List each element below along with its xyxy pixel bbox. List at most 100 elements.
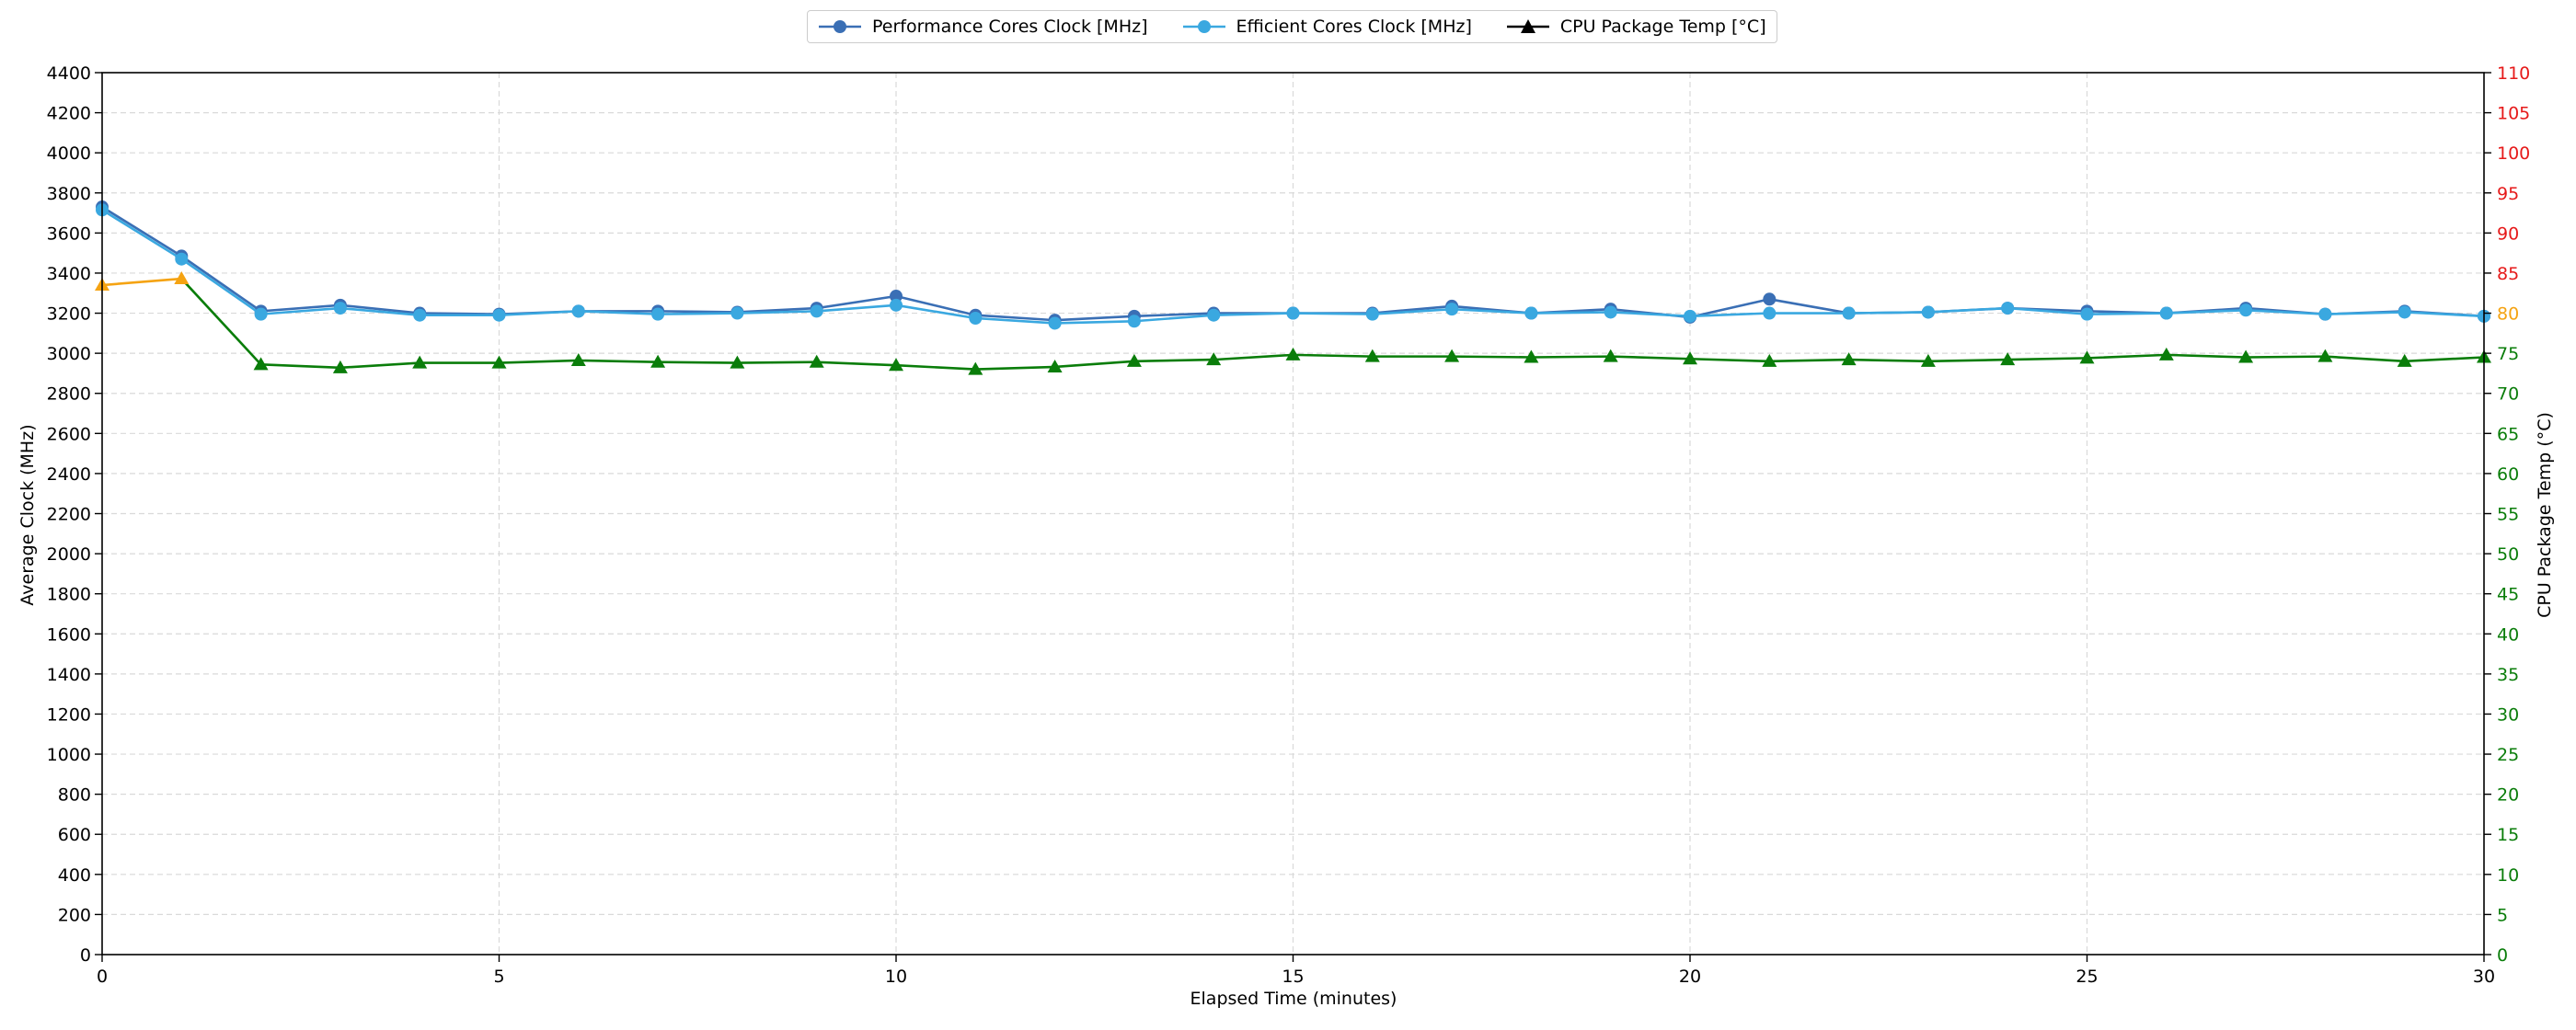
y-left-tick-label: 1000 [47, 745, 91, 765]
temp-point [2317, 349, 2333, 362]
y-left-tick-label: 3000 [47, 344, 91, 364]
temp-point [1603, 349, 1618, 362]
series-segment [1609, 311, 1692, 318]
x-tick-label: 10 [885, 967, 907, 987]
y-right-tick-label: 110 [2497, 63, 2530, 84]
series-segment [1371, 307, 1454, 315]
temp-point [1126, 353, 1142, 367]
series-segment [339, 361, 421, 370]
series-segment [1133, 312, 1215, 318]
efficient-point [2398, 305, 2411, 319]
series-segment [736, 310, 819, 315]
efficient-point [1286, 306, 1300, 320]
temp-point [1206, 352, 1222, 366]
x-tick-label: 25 [2076, 967, 2098, 987]
temp-point [2079, 350, 2095, 364]
efficient-point [1842, 306, 1856, 320]
y-right-tick-label: 30 [2497, 704, 2519, 725]
y-left-tick-label: 1800 [47, 585, 91, 605]
y-right-tick-label: 85 [2497, 264, 2519, 284]
series-segment [2244, 355, 2327, 359]
x-axis-label: Elapsed Time (minutes) [1190, 989, 1397, 1009]
efficient-point [333, 302, 347, 315]
y-right-tick-label: 60 [2497, 464, 2519, 485]
temp-point [1841, 352, 1857, 366]
x-tick-label: 0 [97, 967, 108, 987]
efficient-point [890, 298, 903, 312]
temp-point [1364, 349, 1380, 362]
series-segment [1530, 355, 1612, 359]
temp-point [332, 360, 348, 373]
series-segment [2244, 308, 2327, 315]
left-y-axis-label: Average Clock (MHz) [17, 424, 38, 605]
y-right-tick-label: 0 [2497, 945, 2508, 966]
y-right-tick-label: 100 [2497, 143, 2530, 164]
efficient-point [1524, 306, 1538, 320]
efficient-point [1921, 305, 1935, 319]
efficient-point [969, 311, 983, 325]
series-segment [100, 208, 183, 260]
series-segment [1688, 297, 1771, 319]
series-segment [974, 365, 1056, 371]
temp-point [889, 358, 903, 372]
y-left-tick-label: 1600 [47, 624, 91, 645]
temp-point [570, 352, 586, 366]
efficient-point [413, 308, 427, 322]
series-segment [656, 312, 739, 315]
temp-point [1524, 349, 1539, 363]
temp-point [1762, 353, 1777, 367]
x-tick-label: 15 [1282, 967, 1304, 987]
right-y-axis-label: CPU Package Temp (°C) [2535, 412, 2555, 618]
y-left-tick-label: 4400 [47, 63, 91, 84]
y-left-tick-label: 0 [80, 945, 91, 966]
series-segment [259, 363, 342, 370]
y-right-tick-label: 45 [2497, 585, 2519, 605]
efficient-point [2159, 306, 2173, 320]
y-left-tick-label: 4000 [47, 143, 91, 164]
efficient-point [1445, 303, 1459, 316]
temp-point [2238, 349, 2254, 363]
y-right-tick-label: 75 [2497, 344, 2519, 364]
efficient-point [1365, 307, 1379, 321]
y-right-tick-label: 10 [2497, 865, 2519, 886]
y-left-tick-label: 2000 [47, 544, 91, 565]
y-left-tick-label: 1400 [47, 665, 91, 685]
series-segment [815, 294, 898, 310]
series-segment [815, 360, 898, 367]
series-segment [577, 310, 660, 315]
grid [102, 73, 2484, 955]
temp-point [174, 271, 190, 285]
efficient-point [730, 306, 744, 320]
efficient-point [1207, 308, 1221, 322]
series-segment [1450, 355, 1533, 359]
series-segment [2165, 353, 2248, 359]
series-segment [2165, 308, 2248, 315]
efficient-point [1763, 306, 1777, 320]
legend: Performance Cores Clock [MHz] Efficient … [807, 10, 1777, 43]
series-segment [1688, 312, 1771, 318]
temp-point [730, 355, 745, 369]
series-segment [1847, 311, 1930, 315]
y-left-tick-label: 200 [58, 905, 91, 925]
series-segment [1053, 360, 1136, 369]
series-segment [2006, 357, 2088, 361]
series-segment [1847, 358, 1930, 363]
y-right-tick-label: 20 [2497, 785, 2519, 806]
legend-label-temp: CPU Package Temp [°C] [1559, 17, 1766, 37]
series-segment [1688, 357, 1771, 363]
efficient-point [1048, 316, 1062, 330]
efficient-point [175, 252, 189, 266]
series-segment [259, 306, 342, 315]
series-segment [974, 316, 1056, 325]
efficient-point [2239, 303, 2253, 317]
series-segment [498, 359, 581, 364]
series-segment [1371, 304, 1454, 315]
series-segment [1926, 358, 2009, 363]
y-left-tick-label: 2800 [47, 384, 91, 405]
temp-point [2397, 353, 2412, 367]
legend-entry-efficient: Efficient Cores Clock [MHz] [1181, 11, 1505, 42]
series-segment [1292, 312, 1374, 315]
series-segment [339, 306, 421, 317]
temp-point [2158, 347, 2174, 360]
